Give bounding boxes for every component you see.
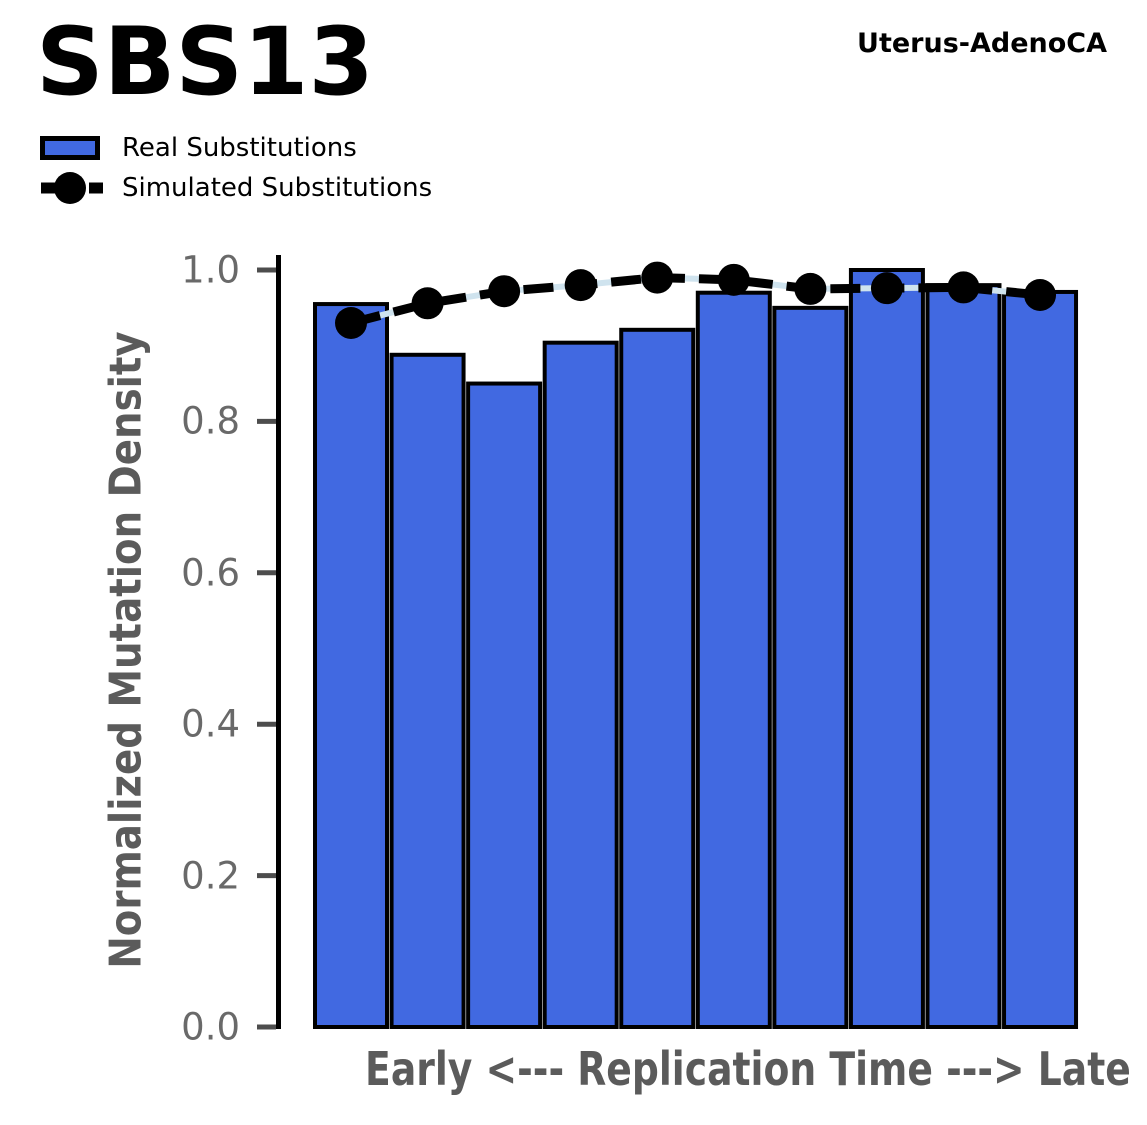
real-substitutions-bar-4 [542,340,619,1029]
legend: Real Substitutions Simulated Substitutio… [40,128,432,208]
simulated-marker-1 [335,306,367,339]
x-axis-label-text: Early <--- Replication Time ---> Late [365,1042,1131,1096]
real-substitutions-bar-6 [695,290,772,1029]
real-substitutions-bar-3 [466,381,543,1029]
legend-bar-swatch-icon [40,136,100,160]
legend-item-real: Real Substitutions [40,128,432,168]
simulated-substitutions-line [349,273,1041,328]
real-substitutions-bar-2 [389,352,466,1029]
simulated-marker-5 [641,261,674,294]
legend-line-marker-icon [41,172,103,204]
legend-item-simulated: Simulated Substitutions [40,168,432,208]
real-substitutions-bar-8 [848,268,925,1029]
simulated-marker-2 [411,287,444,320]
simulated-marker-4 [564,269,597,302]
legend-real-label: Real Substitutions [122,133,357,163]
simulated-marker-7 [794,272,827,305]
simulated-marker-10 [1024,278,1057,311]
real-substitutions-bar-7 [772,305,849,1030]
real-substitutions-bar-1 [313,302,389,1029]
cancer-type-label: Uterus-AdenoCA [857,28,1107,59]
x-axis-label: Early <--- Replication Time ---> Late [281,1042,1131,1096]
simulated-marker-6 [717,263,750,296]
real-substitutions-bar-5 [619,327,696,1030]
real-substitutions-bar-9 [925,283,1002,1029]
simulated-marker-8 [870,272,903,305]
real-substitutions-bar-10 [1002,289,1079,1029]
legend-simulated-label: Simulated Substitutions [122,173,433,203]
signature-title: SBS13 [36,8,374,117]
simulated-marker-3 [488,275,521,308]
simulated-marker-9 [947,271,980,304]
